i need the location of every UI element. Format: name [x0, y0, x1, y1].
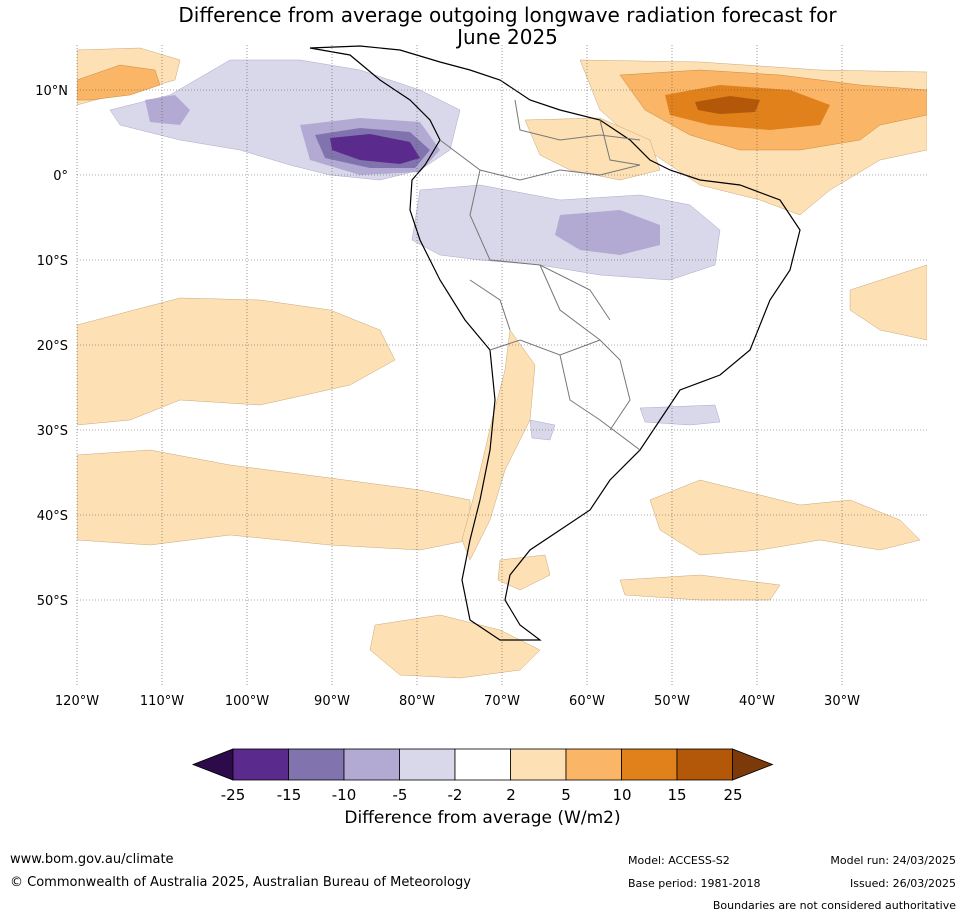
lat-label: 20°S	[37, 339, 68, 354]
anomaly-region-atlantic-max	[695, 96, 760, 114]
colorbar-title: Difference from average (W/m2)	[344, 808, 621, 828]
anomaly-region-south-atlantic	[649, 479, 921, 556]
colorbar-swatch	[565, 748, 622, 781]
colorbar-tick: -5	[392, 786, 408, 804]
colorbar-swatch	[232, 748, 289, 781]
lon-label: 70°W	[484, 694, 520, 709]
copyright-notice: © Commonwealth of Australia 2025, Austra…	[10, 875, 471, 890]
anomaly-region-drake	[369, 614, 541, 679]
anomaly-region-southwest-atlantic	[849, 264, 927, 341]
colorbar	[191, 748, 774, 781]
base-period: Base period: 1981-2018	[628, 877, 761, 890]
anomaly-region-pacific-south	[77, 297, 396, 426]
colorbar-tick: 10	[612, 786, 632, 804]
anomaly-region-amazon-neg-core	[555, 210, 660, 255]
anomaly-shading	[77, 45, 927, 679]
lon-label: 110°W	[140, 694, 184, 709]
lon-label: 30°W	[824, 694, 860, 709]
colorbar-swatch	[621, 748, 678, 781]
anomaly-region-andes	[461, 329, 536, 561]
colorbar-tick: -25	[220, 786, 246, 804]
lon-label: 40°W	[739, 694, 775, 709]
anomaly-region-south-atlantic-2	[619, 574, 781, 601]
gridlines	[76, 45, 927, 685]
colorbar-swatch	[454, 748, 511, 781]
anomaly-region-pacific-north-core	[77, 64, 161, 101]
colorbar-tick: -10	[331, 786, 357, 804]
anomaly-region-pacific-neg-core	[145, 95, 190, 125]
map-title: Difference from average outgoing longwav…	[0, 4, 965, 48]
anomaly-region-colombia-pacific-max	[330, 134, 420, 164]
lon-label: 80°W	[399, 694, 435, 709]
colorbar-swatch	[510, 748, 567, 781]
lat-label: 50°S	[37, 594, 68, 609]
colorbar-tick: 2	[506, 786, 516, 804]
website-link[interactable]: www.bom.gov.au/climate	[10, 852, 174, 867]
anomaly-region-pacific-south-2	[77, 449, 471, 551]
south-america-coastline	[309, 45, 801, 641]
colorbar-extend-high	[732, 748, 774, 781]
lat-label: 30°S	[37, 424, 68, 439]
colorbar-tick: 15	[667, 786, 687, 804]
colorbar-tick: -2	[447, 786, 463, 804]
lat-label: 0°	[53, 169, 68, 184]
colorbar-swatch	[343, 748, 400, 781]
model-run-date: Model run: 24/03/2025	[830, 854, 956, 867]
lon-label: 60°W	[569, 694, 605, 709]
colorbar-tick: 5	[561, 786, 571, 804]
colorbar-swatch	[288, 748, 345, 781]
lon-label: 50°W	[654, 694, 690, 709]
colorbar-tick: -15	[276, 786, 302, 804]
colorbar-tick: 25	[723, 786, 743, 804]
lon-label: 120°W	[55, 694, 99, 709]
lon-label: 100°W	[225, 694, 269, 709]
model-name: Model: ACCESS-S2	[628, 854, 730, 867]
colorbar-swatch	[676, 748, 733, 781]
anomaly-region-patagonia	[497, 554, 551, 591]
issued-date: Issued: 26/03/2025	[849, 877, 956, 890]
lat-label: 10°N	[35, 84, 68, 99]
colorbar-swatch	[399, 748, 456, 781]
title-line-2: June 2025	[457, 25, 558, 49]
title-line-1: Difference from average outgoing longwav…	[178, 3, 837, 27]
colorbar-extend-low	[191, 748, 234, 781]
lat-label: 40°S	[37, 509, 68, 524]
lon-label: 90°W	[314, 694, 350, 709]
anomaly-region-uruguay-neg	[639, 404, 721, 426]
lat-label: 10°S	[37, 254, 68, 269]
anomaly-region-amazon-north	[524, 117, 661, 181]
boundary-disclaimer: Boundaries are not considered authoritat…	[712, 899, 956, 912]
